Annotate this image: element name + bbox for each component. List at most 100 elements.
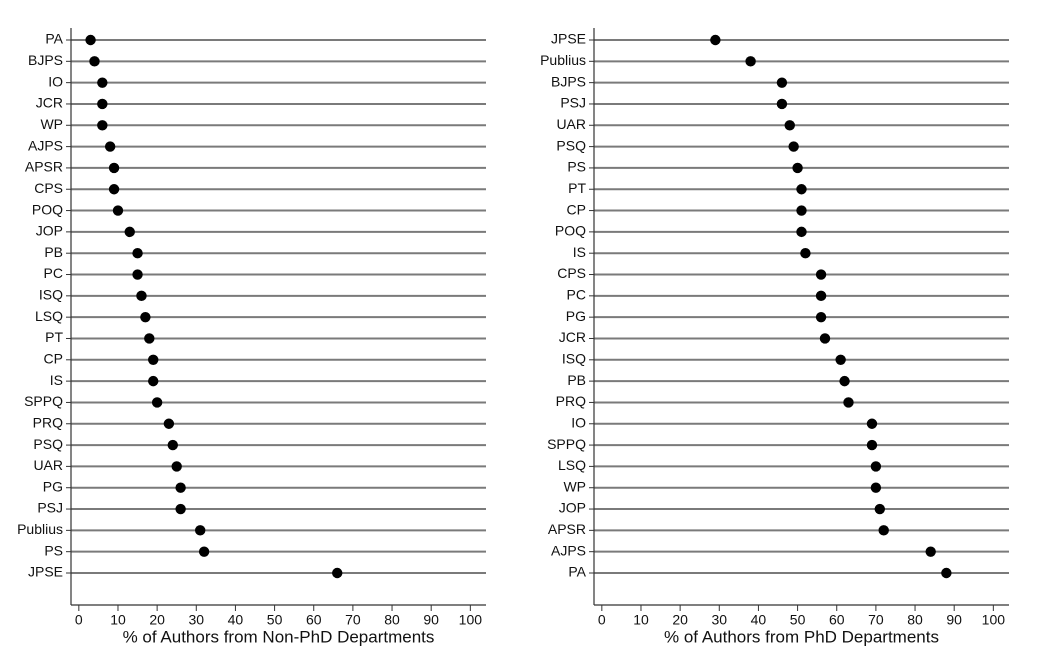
dot: [788, 141, 799, 152]
dot: [332, 567, 343, 579]
x-tick-label: 50: [790, 612, 806, 628]
y-tick-label: Publius: [17, 521, 63, 537]
dot: [97, 77, 108, 88]
x-tick-label: 90: [423, 612, 439, 628]
dot: [941, 567, 952, 579]
y-tick-label: PSQ: [556, 137, 586, 153]
y-tick-label: PB: [567, 372, 586, 388]
x-tick-label: 10: [633, 612, 649, 628]
y-tick-label: PA: [568, 564, 586, 580]
dot: [796, 205, 807, 216]
x-tick-label: 70: [345, 612, 361, 628]
y-tick-label: LSQ: [558, 457, 586, 473]
y-tick-label: AJPS: [28, 137, 63, 153]
y-tick-label: PS: [44, 542, 63, 558]
y-tick-label: IO: [48, 73, 63, 89]
dot: [870, 461, 882, 472]
y-tick-label: IS: [50, 372, 63, 388]
y-tick-label: LSQ: [35, 308, 63, 324]
dot: [745, 56, 756, 67]
x-tick-label: 60: [306, 612, 322, 628]
y-tick-label: JCR: [559, 329, 586, 345]
dot: [167, 439, 178, 451]
y-tick-label: CPS: [34, 180, 63, 196]
y-tick-label: PT: [568, 180, 586, 196]
dot: [163, 418, 175, 429]
x-tick-label: 70: [868, 612, 884, 628]
x-tick-label: 20: [149, 612, 165, 628]
dot: [835, 354, 846, 365]
y-tick-label: Publius: [540, 52, 586, 68]
dot: [108, 184, 120, 195]
y-tick-label: PSJ: [37, 500, 63, 516]
y-tick-label: PS: [567, 159, 586, 175]
y-tick-label: PC: [567, 287, 586, 303]
y-tick-label: ISQ: [39, 287, 63, 303]
y-tick-label: PB: [44, 244, 63, 260]
dot: [843, 397, 854, 408]
dot: [815, 290, 827, 302]
dot: [800, 248, 811, 259]
dot: [132, 248, 143, 259]
dot: [124, 226, 135, 238]
dot: [839, 375, 850, 387]
y-tick-label: UAR: [556, 116, 586, 132]
y-tick-label: PRQ: [33, 414, 63, 430]
y-tick-label: PT: [45, 329, 63, 345]
x-tick-label: 30: [188, 612, 204, 628]
y-tick-label: PG: [566, 308, 586, 324]
x-tick-label: 30: [711, 612, 727, 628]
y-tick-label: IO: [571, 414, 586, 430]
x-tick-label: 80: [907, 612, 923, 628]
dot: [108, 162, 120, 174]
x-tick-label: 50: [267, 612, 283, 628]
dot: [792, 162, 803, 174]
dot: [776, 77, 788, 88]
dot: [136, 290, 147, 302]
x-tick-label: 10: [110, 612, 126, 628]
y-tick-label: PSJ: [560, 95, 586, 111]
dot: [866, 439, 878, 451]
y-tick-label: APSR: [548, 521, 586, 537]
y-tick-label: ISQ: [562, 351, 586, 367]
y-tick-label: BJPS: [551, 73, 586, 89]
dot: [925, 546, 936, 557]
x-axis-title: % of Authors from Non-PhD Departments: [123, 627, 435, 646]
dot: [97, 98, 108, 110]
y-tick-label: POQ: [32, 201, 63, 217]
dot: [148, 375, 159, 387]
y-tick-label: CP: [567, 201, 586, 217]
x-tick-label: 60: [829, 612, 845, 628]
y-tick-label: APSR: [25, 159, 63, 175]
dot: [104, 141, 116, 152]
y-tick-label: JCR: [36, 95, 63, 111]
x-tick-label: 40: [751, 612, 767, 628]
dot: [198, 546, 210, 557]
dot: [819, 333, 831, 344]
x-tick-label: 80: [384, 612, 400, 628]
y-tick-label: JOP: [559, 500, 586, 516]
dot: [815, 269, 827, 280]
dot: [796, 184, 807, 195]
x-tick-label: 0: [598, 612, 606, 628]
dot: [97, 120, 108, 131]
y-tick-label: CPS: [557, 265, 586, 281]
dot: [151, 397, 163, 408]
dot: [171, 461, 182, 472]
y-tick-label: IS: [573, 244, 586, 260]
y-tick-label: AJPS: [551, 542, 586, 558]
x-tick-label: 100: [459, 612, 483, 628]
y-tick-label: JPSE: [28, 564, 63, 580]
x-tick-label: 100: [982, 612, 1006, 628]
dot: [710, 34, 721, 46]
dot: [866, 418, 878, 429]
dot: [796, 226, 807, 238]
x-tick-label: 0: [75, 612, 83, 628]
y-tick-label: PA: [45, 31, 63, 47]
dot: [89, 56, 100, 67]
dot: [144, 333, 155, 344]
y-tick-label: WP: [40, 116, 63, 132]
x-tick-label: 20: [672, 612, 688, 628]
y-tick-label: WP: [563, 478, 586, 494]
